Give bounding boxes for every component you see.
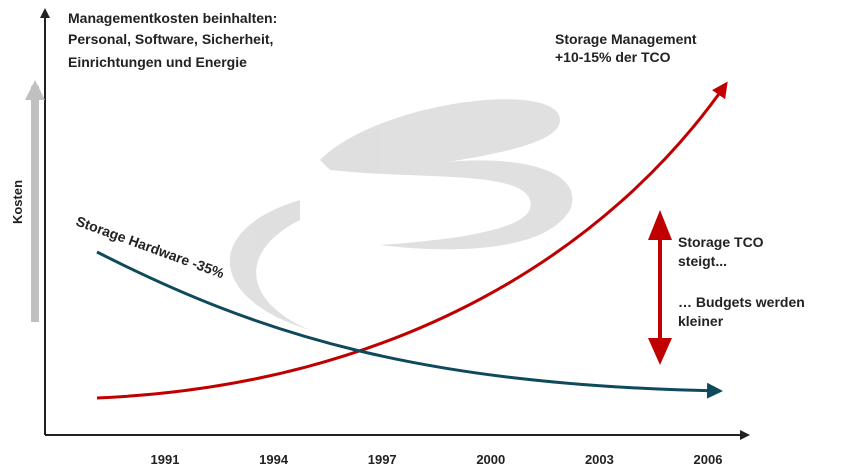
hardware-curve xyxy=(96,250,723,399)
note: … Budgets werden xyxy=(678,294,805,310)
year-label: 2000 xyxy=(476,452,505,467)
year-label: 2006 xyxy=(694,452,723,467)
note: Storage Hardware -35% xyxy=(74,213,227,282)
watermark xyxy=(229,99,573,330)
note: +10-15% der TCO xyxy=(555,49,671,65)
note: Storage TCO xyxy=(678,234,764,250)
note: Storage Management xyxy=(555,31,697,47)
year-label: 1994 xyxy=(259,452,289,467)
management-curve xyxy=(96,81,728,400)
year-labels: 1991 1994 1997 2000 2003 2006 xyxy=(151,452,723,467)
year-label: 2003 xyxy=(585,452,614,467)
note: Einrichtungen und Energie xyxy=(68,54,247,70)
note: Personal, Software, Sicherheit, xyxy=(68,31,273,47)
note: Managementkosten beinhalten: xyxy=(68,10,277,26)
year-label: 1991 xyxy=(151,452,180,467)
axis-label: Kosten xyxy=(10,180,25,224)
note: kleiner xyxy=(678,313,724,329)
note: steigt... xyxy=(678,253,727,269)
year-label: 1997 xyxy=(368,452,397,467)
